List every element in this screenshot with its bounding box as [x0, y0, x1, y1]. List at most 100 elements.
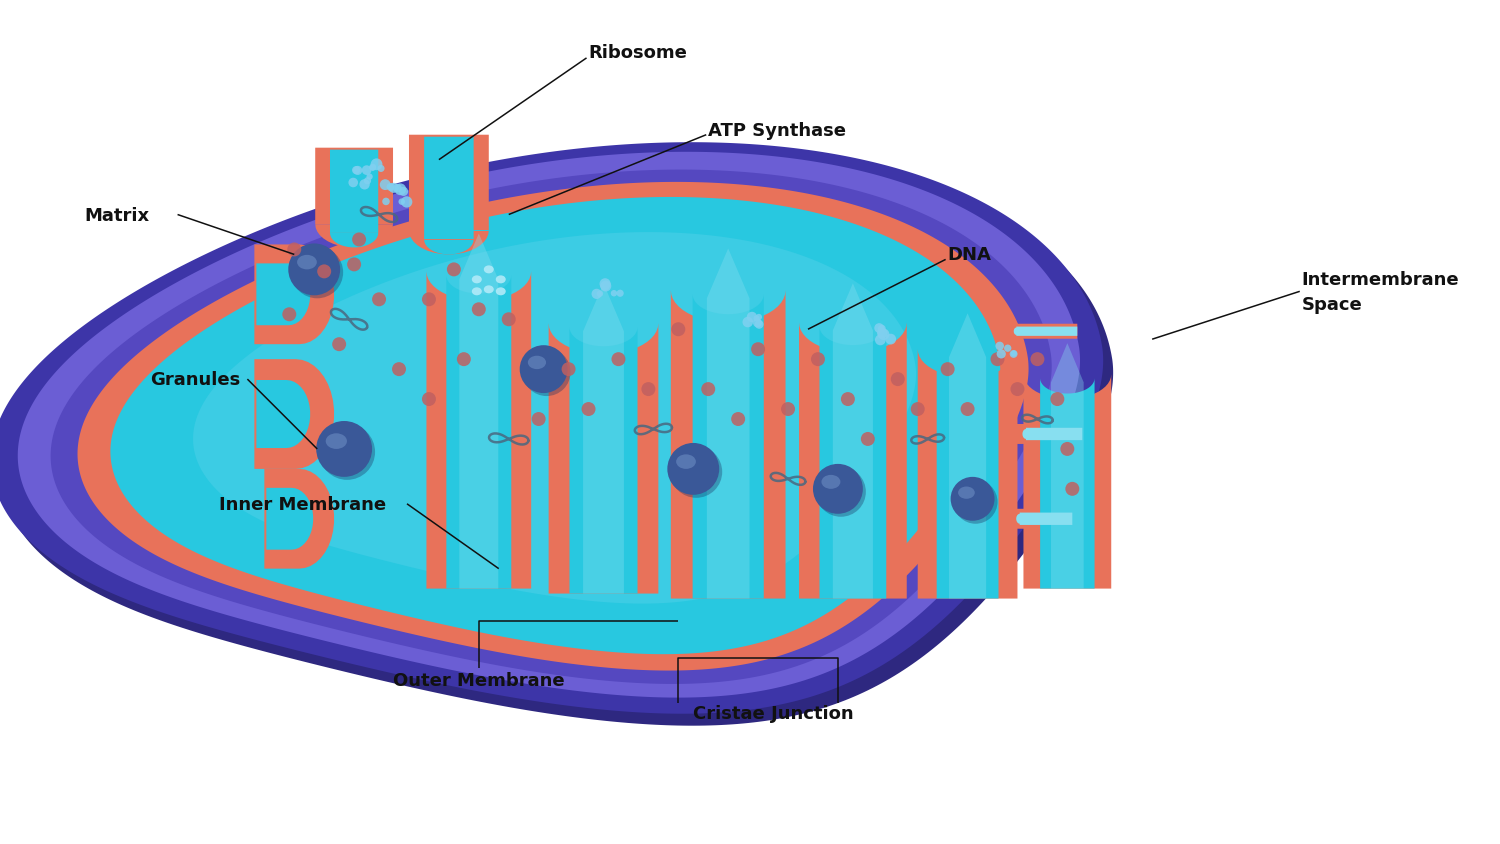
Ellipse shape: [1065, 482, 1080, 496]
Ellipse shape: [352, 233, 366, 247]
Ellipse shape: [399, 187, 408, 197]
Ellipse shape: [752, 343, 765, 357]
Polygon shape: [1014, 327, 1077, 337]
Ellipse shape: [496, 276, 506, 284]
Polygon shape: [424, 138, 474, 255]
Text: Intermembrane: Intermembrane: [1302, 271, 1460, 289]
Ellipse shape: [370, 160, 382, 171]
Polygon shape: [255, 245, 334, 345]
Ellipse shape: [878, 329, 890, 341]
Polygon shape: [950, 314, 986, 599]
Ellipse shape: [372, 293, 386, 307]
Ellipse shape: [400, 197, 412, 208]
Ellipse shape: [753, 319, 762, 328]
Ellipse shape: [393, 185, 402, 193]
Polygon shape: [1023, 375, 1112, 589]
Polygon shape: [936, 354, 999, 599]
Ellipse shape: [370, 165, 376, 171]
Polygon shape: [410, 136, 489, 255]
Ellipse shape: [990, 353, 1005, 366]
Ellipse shape: [364, 178, 370, 185]
Ellipse shape: [503, 313, 516, 327]
Ellipse shape: [610, 290, 616, 297]
Ellipse shape: [362, 166, 372, 176]
Ellipse shape: [522, 349, 570, 397]
Ellipse shape: [291, 247, 344, 299]
Ellipse shape: [447, 263, 460, 277]
Ellipse shape: [874, 335, 886, 346]
Ellipse shape: [954, 480, 998, 524]
Polygon shape: [330, 150, 378, 248]
Polygon shape: [584, 284, 624, 594]
Polygon shape: [267, 489, 314, 550]
Ellipse shape: [600, 282, 609, 291]
Ellipse shape: [282, 308, 297, 322]
Ellipse shape: [496, 288, 506, 296]
Ellipse shape: [756, 315, 762, 321]
Polygon shape: [670, 291, 786, 599]
Ellipse shape: [316, 265, 332, 279]
Text: Ribosome: Ribosome: [588, 44, 687, 62]
Ellipse shape: [382, 198, 390, 206]
Polygon shape: [833, 284, 873, 599]
Polygon shape: [819, 327, 886, 599]
Ellipse shape: [348, 178, 358, 188]
Ellipse shape: [822, 475, 840, 490]
Ellipse shape: [874, 324, 884, 333]
Ellipse shape: [782, 403, 795, 417]
Ellipse shape: [591, 289, 602, 300]
Polygon shape: [264, 469, 334, 569]
Ellipse shape: [352, 166, 363, 176]
Ellipse shape: [951, 478, 994, 521]
Ellipse shape: [332, 338, 346, 352]
Polygon shape: [0, 143, 1102, 714]
Ellipse shape: [458, 353, 471, 366]
Polygon shape: [918, 349, 1017, 599]
Ellipse shape: [1011, 351, 1017, 357]
Ellipse shape: [360, 180, 370, 190]
Ellipse shape: [484, 286, 494, 294]
Ellipse shape: [861, 432, 874, 446]
Ellipse shape: [1004, 345, 1011, 353]
Ellipse shape: [742, 317, 753, 328]
Ellipse shape: [297, 256, 316, 270]
Ellipse shape: [366, 174, 372, 181]
Ellipse shape: [320, 425, 375, 480]
Polygon shape: [459, 234, 498, 589]
Ellipse shape: [388, 183, 399, 193]
Ellipse shape: [816, 468, 866, 517]
Ellipse shape: [1011, 382, 1025, 397]
Ellipse shape: [891, 373, 904, 387]
Polygon shape: [426, 272, 531, 589]
Ellipse shape: [472, 276, 482, 284]
Ellipse shape: [812, 353, 825, 366]
Ellipse shape: [531, 413, 546, 426]
Ellipse shape: [676, 455, 696, 469]
Ellipse shape: [1050, 392, 1065, 407]
Polygon shape: [998, 509, 1072, 529]
Ellipse shape: [1060, 442, 1074, 457]
Text: Granules: Granules: [150, 371, 240, 388]
Text: Cristae Junction: Cristae Junction: [693, 705, 853, 722]
Text: Space: Space: [1302, 296, 1362, 314]
Polygon shape: [1002, 425, 1083, 445]
Ellipse shape: [730, 413, 746, 426]
Ellipse shape: [940, 363, 954, 376]
Polygon shape: [18, 153, 1080, 698]
Ellipse shape: [387, 184, 394, 192]
Ellipse shape: [996, 343, 1004, 351]
Polygon shape: [111, 197, 1001, 654]
Polygon shape: [2, 155, 1113, 726]
Ellipse shape: [392, 363, 406, 376]
Ellipse shape: [288, 244, 340, 296]
Ellipse shape: [378, 165, 384, 173]
Polygon shape: [993, 324, 1077, 339]
Polygon shape: [1023, 428, 1083, 441]
Text: Inner Membrane: Inner Membrane: [219, 495, 387, 513]
Ellipse shape: [369, 165, 376, 171]
Polygon shape: [706, 249, 750, 599]
Polygon shape: [51, 170, 1052, 684]
Ellipse shape: [288, 243, 302, 257]
Ellipse shape: [561, 363, 576, 376]
Text: DNA: DNA: [948, 246, 992, 264]
